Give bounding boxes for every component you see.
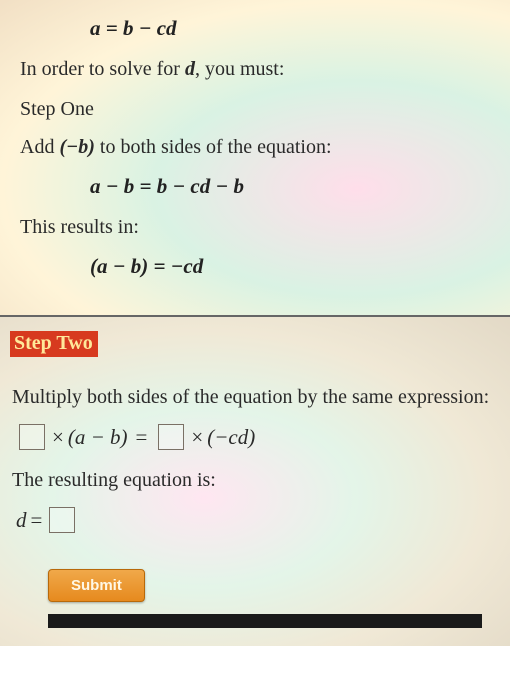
equation-multiply: × (a − b) = × (−cd) <box>16 424 492 450</box>
intro-line: In order to solve for d, you must: <box>20 55 490 84</box>
resulting-label: The resulting equation is: <box>12 466 492 495</box>
step-one-panel: a = b − cd In order to solve for d, you … <box>0 0 510 317</box>
progress-bar <box>48 614 482 628</box>
expr-left: (a − b) <box>68 425 128 450</box>
equation-final: d = <box>16 507 492 533</box>
times-right: × <box>191 425 203 450</box>
multiply-instruction: Multiply both sides of the equation by t… <box>12 383 492 412</box>
intro-var: d <box>185 58 195 80</box>
expr-right: (−cd) <box>207 425 255 450</box>
input-d-result[interactable] <box>49 507 75 533</box>
step-two-badge: Step Two <box>10 331 98 357</box>
equals-sign: = <box>136 425 148 450</box>
intro-prefix: In order to solve for <box>20 58 185 80</box>
input-right-factor[interactable] <box>158 424 184 450</box>
intro-suffix: , you must: <box>195 58 284 80</box>
add-prefix: Add <box>20 136 59 158</box>
step-two-panel: Step Two Multiply both sides of the equa… <box>0 317 510 646</box>
add-suffix: to both sides of the equation: <box>95 136 332 158</box>
submit-button[interactable]: Submit <box>48 569 145 602</box>
equation-result1: (a − b) = −cd <box>90 254 490 279</box>
d-var: d <box>16 508 27 533</box>
equation-step1: a − b = b − cd − b <box>90 174 490 199</box>
d-equals: = <box>31 508 43 533</box>
step-one-label: Step One <box>20 98 490 121</box>
results-label: This results in: <box>20 213 490 242</box>
add-instruction: Add (−b) to both sides of the equation: <box>20 133 490 162</box>
input-left-factor[interactable] <box>19 424 45 450</box>
times-left: × <box>52 425 64 450</box>
equation-initial: a = b − cd <box>90 16 490 41</box>
add-expr: (−b) <box>59 136 94 158</box>
